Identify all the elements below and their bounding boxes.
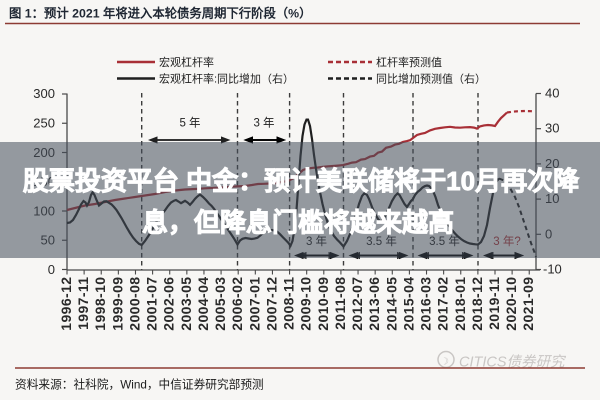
svg-text:杠杆率预测值: 杠杆率预测值 — [376, 55, 442, 69]
svg-text:2006-02: 2006-02 — [229, 277, 245, 331]
svg-text:5 年: 5 年 — [179, 116, 200, 130]
svg-text:2018-01: 2018-01 — [452, 277, 468, 331]
svg-text:宏观杠杆率: 宏观杠杆率 — [159, 55, 214, 69]
svg-text:宏观杠杆率:同比增加（右）: 宏观杠杆率:同比增加（右） — [159, 72, 294, 86]
svg-text:2007-01: 2007-01 — [246, 277, 262, 331]
svg-text:2007-12: 2007-12 — [263, 277, 279, 331]
svg-text:2010-09: 2010-09 — [315, 277, 331, 331]
svg-text:3 年: 3 年 — [253, 116, 274, 130]
svg-text:CITICS债券研究: CITICS债券研究 — [459, 354, 567, 371]
svg-text:40: 40 — [545, 86, 559, 101]
svg-text:2000-08: 2000-08 — [126, 277, 142, 331]
svg-text:股票投资平台 中金：预计美联储将于10月再次降: 股票投资平台 中金：预计美联储将于10月再次降 — [23, 166, 580, 196]
svg-text:2015-04: 2015-04 — [400, 277, 416, 331]
svg-text:1997-11: 1997-11 — [75, 277, 91, 330]
svg-text:2013-06: 2013-06 — [366, 277, 382, 331]
svg-text:2002-06: 2002-06 — [161, 277, 177, 331]
svg-text:资料来源：社科院，Wind，中信证券研究部预测: 资料来源：社科院，Wind，中信证券研究部预测 — [15, 378, 264, 392]
svg-text:30: 30 — [545, 121, 559, 136]
svg-text:☽: ☽ — [440, 357, 449, 368]
svg-text:250: 250 — [33, 116, 55, 131]
svg-text:1998-10: 1998-10 — [92, 277, 108, 331]
svg-text:300: 300 — [33, 86, 55, 101]
svg-text:2018-12: 2018-12 — [469, 277, 485, 331]
svg-text:1996-12: 1996-12 — [58, 277, 74, 331]
svg-text:2020-10: 2020-10 — [503, 277, 519, 331]
svg-text:2011-08: 2011-08 — [332, 277, 348, 330]
svg-text:0: 0 — [48, 262, 55, 277]
svg-text:1999-09: 1999-09 — [109, 277, 125, 331]
svg-text:2003-05: 2003-05 — [178, 277, 194, 331]
svg-text:2017-02: 2017-02 — [435, 277, 451, 331]
svg-text:2001-07: 2001-07 — [144, 277, 160, 331]
svg-text:2004-04: 2004-04 — [195, 277, 211, 331]
svg-text:2019-11: 2019-11 — [486, 277, 502, 330]
svg-text:息，但降息门槛将越来越高: 息，但降息门槛将越来越高 — [142, 208, 454, 238]
svg-text:同比增加预测值（右）: 同比增加预测值（右） — [376, 72, 486, 86]
svg-text:2005-03: 2005-03 — [212, 277, 228, 331]
svg-text:2014-05: 2014-05 — [383, 277, 399, 331]
svg-text:2009-10: 2009-10 — [298, 277, 314, 331]
svg-text:2012-07: 2012-07 — [349, 277, 365, 331]
svg-text:2021-09: 2021-09 — [520, 277, 536, 331]
svg-text:2016-03: 2016-03 — [418, 277, 434, 331]
svg-text:2008-11: 2008-11 — [281, 277, 297, 330]
svg-text:-10: -10 — [543, 262, 562, 277]
svg-text:图 1：预计 2021 年将进入本轮债务周期下行阶段（%）: 图 1：预计 2021 年将进入本轮债务周期下行阶段（%） — [9, 6, 311, 21]
